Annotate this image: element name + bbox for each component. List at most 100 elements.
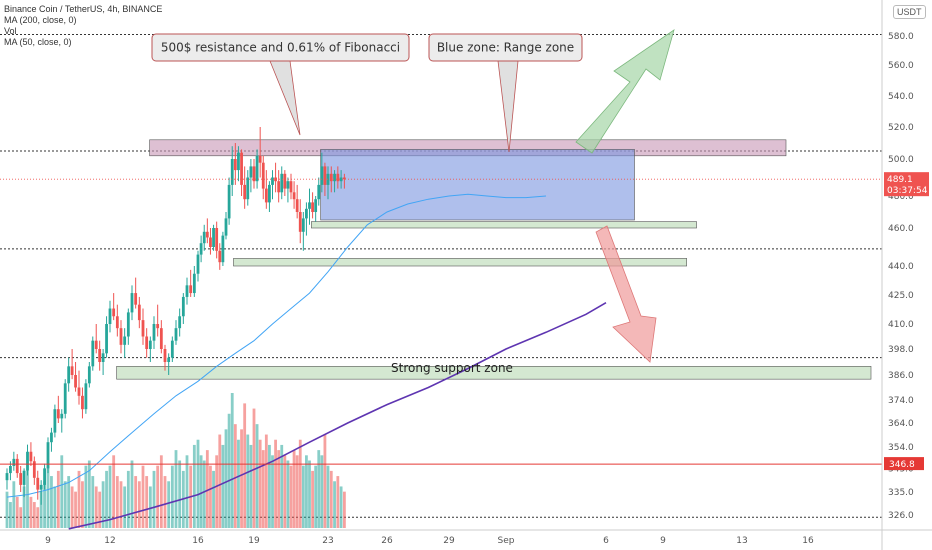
- y-tick-label: 374.0: [888, 396, 914, 406]
- candle-body: [199, 243, 203, 255]
- volume-bar: [218, 434, 222, 528]
- candle-body: [295, 199, 299, 212]
- volume-bar: [323, 434, 327, 528]
- zone-upper-support: [311, 221, 697, 229]
- candle-body: [181, 296, 185, 317]
- legend-ma50[interactable]: MA (50, close, 0): [4, 37, 72, 47]
- candle-body: [212, 228, 215, 247]
- volume-bar: [286, 460, 290, 528]
- y-tick-label: 335.0: [888, 488, 914, 498]
- volume-bar: [268, 444, 271, 528]
- candle-body: [185, 285, 189, 297]
- candle-body: [126, 312, 130, 337]
- candle-body: [137, 304, 141, 321]
- volume-bar: [202, 460, 206, 528]
- candle-body: [70, 366, 74, 375]
- candle-body: [56, 409, 60, 419]
- candle-body: [271, 177, 274, 185]
- candle-body: [148, 340, 152, 349]
- volume-bar: [74, 491, 77, 528]
- candle-body: [311, 202, 314, 212]
- volume-bar: [237, 439, 240, 528]
- candle-body: [230, 159, 234, 185]
- x-tick-label: 9: [45, 536, 51, 546]
- volume-bar: [212, 470, 215, 528]
- legend-vol[interactable]: Vol: [4, 26, 17, 36]
- volume-bar: [29, 496, 33, 528]
- volume-bar: [246, 434, 250, 528]
- volume-bar: [264, 434, 268, 528]
- candle-body: [141, 320, 145, 337]
- callout-right: Blue zone: Range zone: [428, 33, 583, 153]
- volume-bar: [137, 481, 141, 528]
- candle-body: [63, 383, 67, 414]
- volume-bar: [145, 476, 149, 528]
- legend-ma200[interactable]: MA (200, close, 0): [4, 15, 77, 25]
- candle-body: [202, 231, 206, 244]
- volume-bar: [196, 439, 200, 528]
- candle-body: [268, 184, 271, 203]
- currency-badge[interactable]: USDT: [893, 5, 926, 19]
- volume-bar: [56, 470, 60, 528]
- volume-bar: [326, 465, 330, 528]
- candle-body: [163, 349, 167, 362]
- volume-bar: [141, 465, 145, 528]
- x-tick-label: 19: [248, 536, 260, 546]
- volume-bar: [170, 465, 174, 528]
- ma50-line: [6, 193, 547, 498]
- volume-bar: [199, 455, 203, 528]
- volume-bar: [105, 470, 108, 528]
- volume-bar: [126, 470, 130, 528]
- candle-body: [167, 357, 171, 362]
- candle-body: [192, 273, 196, 294]
- volume-bar: [152, 470, 156, 528]
- y-tick-label: 425.0: [888, 291, 914, 301]
- volume-bar: [292, 450, 296, 528]
- candle-body: [5, 473, 9, 481]
- candle-body: [261, 162, 265, 189]
- candle-body: [91, 340, 95, 367]
- candle-body: [329, 173, 333, 182]
- candle-body: [101, 353, 105, 362]
- y-tick-label: 326.0: [888, 511, 914, 521]
- legend-symbol[interactable]: Binance Coin / TetherUS, 4h, BINANCE: [4, 4, 163, 14]
- candle-body: [123, 336, 127, 345]
- x-tick-label: Sep: [498, 536, 515, 546]
- x-tick-label: 6: [603, 536, 609, 546]
- volume-bar: [9, 502, 12, 528]
- candle-body: [19, 473, 23, 485]
- candle-body: [320, 166, 324, 185]
- volume-bar: [174, 450, 178, 528]
- candle-body: [178, 316, 182, 329]
- volume-bar: [108, 465, 112, 528]
- volume-bar: [317, 450, 321, 528]
- callout-left-text: 500$ resistance and 0.61% of Fibonacci: [161, 41, 400, 55]
- candle-body: [46, 442, 50, 469]
- volume-bar: [19, 507, 23, 528]
- candle-body: [81, 395, 84, 410]
- candle-body: [308, 202, 311, 209]
- volume-bar: [148, 486, 152, 528]
- volume-bar: [277, 450, 281, 528]
- candle-body: [196, 254, 200, 274]
- candle-body: [77, 387, 81, 396]
- candle-body: [119, 328, 123, 345]
- candle-body: [246, 177, 250, 200]
- candle-body: [227, 184, 231, 219]
- candle-body: [189, 285, 193, 294]
- candle-body: [26, 451, 29, 471]
- candle-body: [15, 458, 19, 474]
- candle-body: [255, 155, 259, 182]
- candle-body: [240, 152, 243, 185]
- volume-bar: [178, 460, 182, 528]
- candle-body: [60, 413, 64, 419]
- x-tick-label: 16: [802, 536, 814, 546]
- candle-body: [32, 461, 36, 478]
- volume-bar: [134, 476, 138, 528]
- volume-bar: [22, 486, 26, 528]
- callout-left-pointer: [269, 60, 301, 136]
- volume-bar: [32, 502, 36, 528]
- candle-body: [209, 237, 212, 247]
